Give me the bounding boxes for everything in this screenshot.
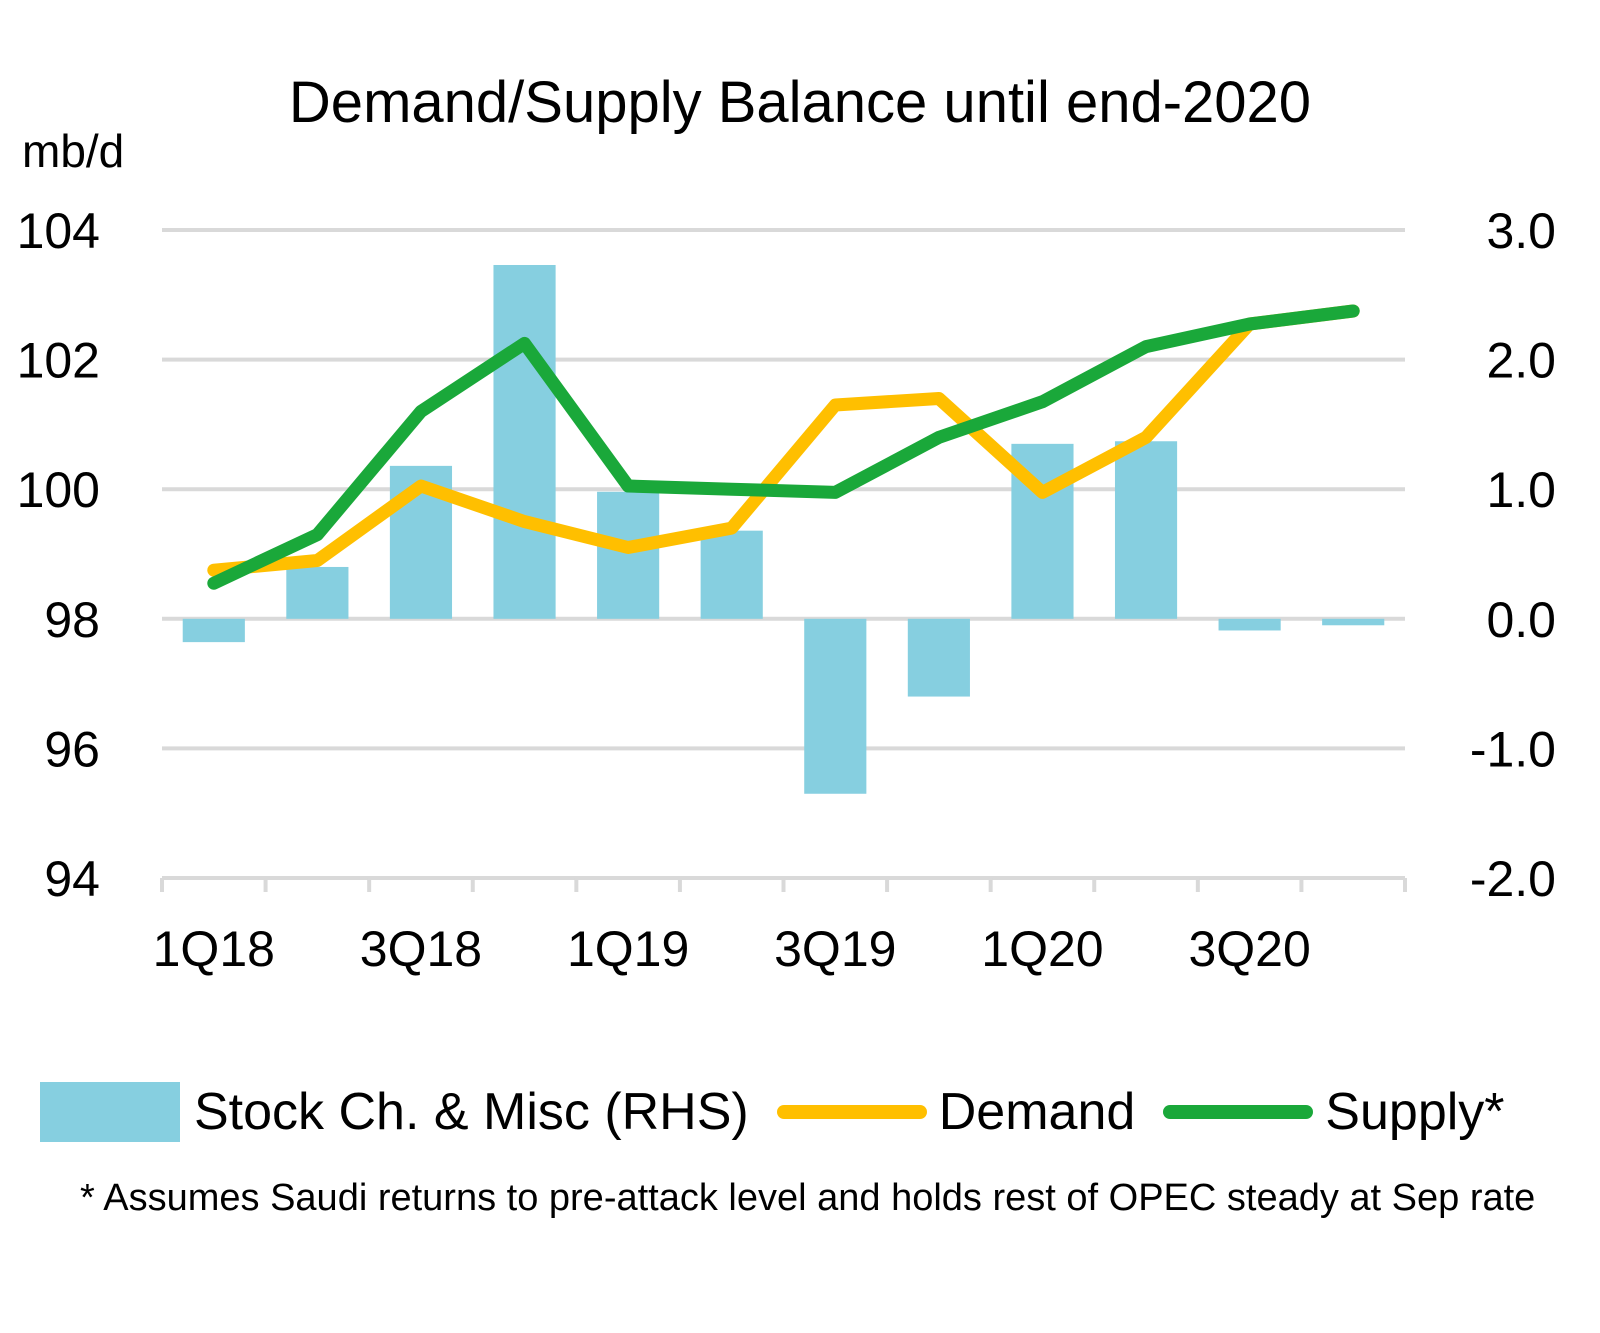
left-tick-label: 98	[44, 592, 100, 648]
legend-label-stock: Stock Ch. & Misc (RHS)	[194, 1083, 749, 1141]
demand-line	[207, 304, 1360, 577]
chart-title: Demand/Supply Balance until end-2020	[289, 70, 1311, 135]
bar-stock-change	[286, 566, 349, 619]
legend-item-demand: Demand	[776, 1082, 1136, 1142]
line-series	[207, 304, 1360, 590]
bar-stock-change	[493, 264, 556, 619]
legend-swatch-supply	[1163, 1105, 1314, 1119]
left-tick-label: 100	[17, 462, 100, 518]
right-tick-label: -2.0	[1470, 851, 1556, 907]
left-tick-label: 96	[44, 721, 100, 777]
x-tick-label: 1Q18	[153, 921, 275, 977]
right-tick-label: 1.0	[1486, 462, 1556, 518]
left-tick-label: 102	[17, 333, 100, 389]
legend-item-stock: Stock Ch. & Misc (RHS)	[40, 1082, 749, 1142]
bar-stock-change	[700, 530, 763, 619]
legend-label-demand: Demand	[938, 1083, 1136, 1141]
bar-stock-change	[597, 491, 660, 619]
footnote: * Assumes Saudi returns to pre-attack le…	[80, 1177, 1536, 1219]
x-tick-label: 3Q20	[1188, 921, 1310, 977]
legend-item-supply: Supply*	[1163, 1082, 1505, 1142]
x-tick-label: 1Q20	[981, 921, 1103, 977]
axes: 94 96 98 100 102 104 -2.0 -1.0 0.0 1.0 2.0 3.0 1Q18 3…	[17, 203, 1556, 977]
right-tick-label: 0.0	[1486, 592, 1556, 648]
bar-stock-change	[182, 618, 245, 643]
right-tick-label: 3.0	[1486, 203, 1556, 259]
bar-stock-change	[1322, 618, 1385, 626]
x-tick-label: 3Q18	[360, 921, 482, 977]
right-tick-label: 2.0	[1486, 333, 1556, 389]
legend-label-supply: Supply*	[1325, 1083, 1505, 1141]
left-axis-label: mb/d	[22, 125, 124, 177]
left-tick-label: 94	[44, 851, 100, 907]
bar-stock-change	[907, 618, 970, 697]
bar-series	[182, 264, 1385, 794]
left-tick-label: 104	[17, 203, 100, 259]
legend-swatch-stock	[40, 1082, 180, 1142]
bar-stock-change	[1114, 441, 1178, 619]
legend: Stock Ch. & Misc (RHS) Demand Supply*	[40, 1082, 1533, 1142]
chart: Demand/Supply Balance until end-2020 mb/…	[17, 70, 1556, 977]
x-tick-label: 3Q19	[774, 921, 896, 977]
bar-stock-change	[804, 618, 867, 794]
x-tick-label: 1Q19	[567, 921, 689, 977]
right-tick-label: -1.0	[1470, 721, 1556, 777]
legend-swatch-demand	[776, 1105, 927, 1119]
supply-line	[207, 304, 1360, 590]
bar-stock-change	[1218, 618, 1281, 631]
